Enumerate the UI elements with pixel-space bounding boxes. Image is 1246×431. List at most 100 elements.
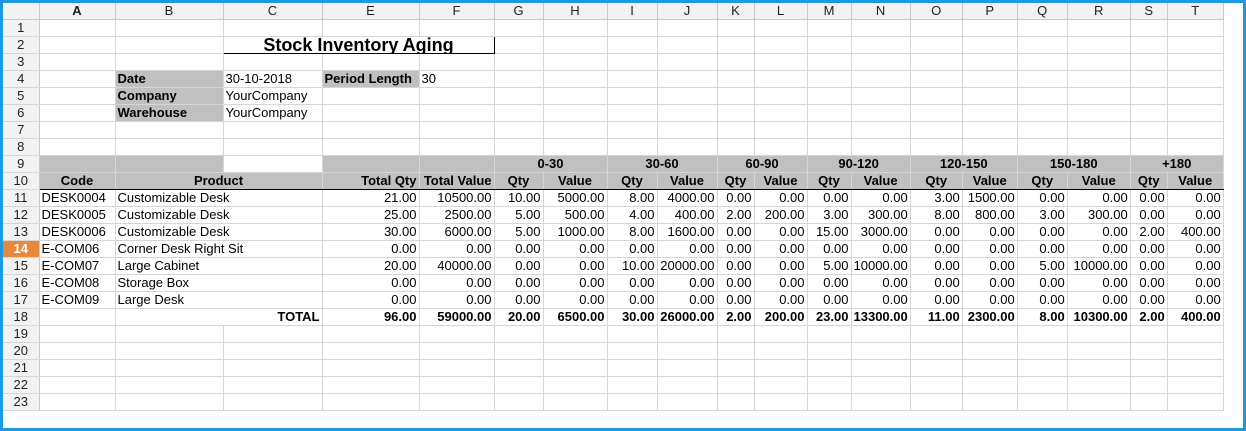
cell[interactable] bbox=[717, 121, 755, 139]
total-bucket-value[interactable]: 2300.00 bbox=[962, 308, 1018, 326]
bucket-qty[interactable]: 0.00 bbox=[1130, 189, 1168, 207]
cell[interactable] bbox=[39, 19, 116, 37]
header-qty[interactable]: Qty bbox=[1016, 172, 1068, 190]
cell[interactable] bbox=[494, 325, 544, 343]
cell[interactable] bbox=[717, 393, 755, 411]
cell[interactable] bbox=[1067, 53, 1131, 71]
cell[interactable] bbox=[962, 87, 1018, 105]
bucket-value[interactable]: 0.00 bbox=[1167, 189, 1224, 207]
cell[interactable] bbox=[115, 19, 224, 37]
cell[interactable] bbox=[115, 53, 224, 71]
cell[interactable] bbox=[223, 325, 323, 343]
bucket-qty[interactable]: 0.00 bbox=[717, 223, 755, 241]
header-product[interactable]: Product bbox=[115, 172, 323, 190]
cell[interactable] bbox=[543, 36, 608, 54]
cell[interactable] bbox=[39, 376, 116, 394]
cell[interactable] bbox=[543, 87, 608, 105]
cell[interactable] bbox=[607, 342, 658, 360]
cell[interactable] bbox=[543, 359, 608, 377]
cell[interactable] bbox=[910, 138, 963, 156]
bucket-qty[interactable]: 5.00 bbox=[1017, 257, 1068, 275]
row-header-9[interactable]: 9 bbox=[3, 155, 40, 173]
cell[interactable] bbox=[115, 325, 224, 343]
cell[interactable] bbox=[962, 393, 1018, 411]
item-code[interactable]: E-COM07 bbox=[39, 257, 116, 275]
cell[interactable] bbox=[322, 359, 420, 377]
cell[interactable] bbox=[543, 138, 608, 156]
bucket-qty[interactable]: 0.00 bbox=[1017, 189, 1068, 207]
item-total-qty[interactable]: 0.00 bbox=[322, 291, 420, 309]
row-header-8[interactable]: 8 bbox=[3, 138, 40, 156]
cell[interactable] bbox=[1067, 87, 1131, 105]
cell[interactable] bbox=[322, 325, 420, 343]
cell[interactable] bbox=[39, 53, 116, 71]
row-header-13[interactable]: 13 bbox=[3, 223, 40, 241]
row-header-1[interactable]: 1 bbox=[3, 19, 40, 37]
cell[interactable] bbox=[717, 19, 755, 37]
bucket-value[interactable]: 800.00 bbox=[962, 206, 1018, 224]
cell[interactable] bbox=[1130, 393, 1168, 411]
cell[interactable] bbox=[807, 19, 852, 37]
cell[interactable] bbox=[1130, 36, 1168, 54]
cell[interactable] bbox=[754, 19, 808, 37]
bucket-qty[interactable]: 5.00 bbox=[807, 257, 852, 275]
cell[interactable] bbox=[910, 70, 963, 88]
cell[interactable] bbox=[754, 87, 808, 105]
corner-select-all[interactable] bbox=[3, 3, 40, 20]
header-qty[interactable]: Qty bbox=[606, 172, 658, 190]
cell[interactable] bbox=[322, 53, 420, 71]
item-total-value[interactable]: 0.00 bbox=[419, 240, 495, 258]
bucket-value[interactable]: 1000.00 bbox=[543, 223, 608, 241]
cell[interactable] bbox=[807, 359, 852, 377]
total-value[interactable]: 59000.00 bbox=[419, 308, 495, 326]
header-qty[interactable]: Qty bbox=[1129, 172, 1168, 190]
column-header-c[interactable]: C bbox=[223, 3, 323, 20]
header-code-top[interactable] bbox=[39, 155, 116, 173]
bucket-qty[interactable]: 0.00 bbox=[910, 274, 963, 292]
cell[interactable] bbox=[494, 359, 544, 377]
bucket-value[interactable]: 0.00 bbox=[1167, 240, 1224, 258]
cell[interactable] bbox=[322, 104, 420, 122]
cell[interactable] bbox=[223, 53, 323, 71]
total-bucket-qty[interactable]: 20.00 bbox=[494, 308, 544, 326]
bucket-qty[interactable]: 5.00 bbox=[494, 223, 544, 241]
header-qty[interactable]: Qty bbox=[493, 172, 544, 190]
bucket-qty[interactable]: 2.00 bbox=[1130, 223, 1168, 241]
cell[interactable] bbox=[1017, 359, 1068, 377]
bucket-qty[interactable]: 0.00 bbox=[1130, 240, 1168, 258]
item-product[interactable]: Customizable Desk bbox=[115, 223, 323, 241]
cell[interactable] bbox=[851, 104, 911, 122]
item-product[interactable]: Customizable Desk bbox=[115, 189, 323, 207]
cell[interactable] bbox=[1067, 19, 1131, 37]
bucket-qty[interactable]: 3.00 bbox=[807, 206, 852, 224]
total-bucket-value[interactable]: 10300.00 bbox=[1067, 308, 1131, 326]
cell[interactable] bbox=[1130, 121, 1168, 139]
period-length-label[interactable]: Period Length bbox=[322, 70, 420, 88]
item-product[interactable]: Customizable Desk bbox=[115, 206, 323, 224]
cell[interactable] bbox=[543, 121, 608, 139]
header-total-value[interactable]: Total Value bbox=[419, 172, 495, 190]
cell[interactable] bbox=[851, 19, 911, 37]
header-value[interactable]: Value bbox=[851, 172, 911, 190]
total-bucket-value[interactable]: 200.00 bbox=[754, 308, 808, 326]
cell[interactable] bbox=[1130, 19, 1168, 37]
cell[interactable] bbox=[494, 87, 544, 105]
cell[interactable] bbox=[543, 325, 608, 343]
bucket-value[interactable]: 0.00 bbox=[657, 240, 718, 258]
cell[interactable] bbox=[1067, 138, 1131, 156]
cell[interactable] bbox=[1167, 376, 1224, 394]
cell[interactable] bbox=[322, 376, 420, 394]
cell[interactable] bbox=[910, 36, 963, 54]
cell[interactable] bbox=[607, 70, 658, 88]
cell[interactable] bbox=[1167, 393, 1224, 411]
cell[interactable] bbox=[419, 342, 495, 360]
item-code[interactable]: DESK0005 bbox=[39, 206, 116, 224]
row-header-16[interactable]: 16 bbox=[3, 274, 40, 292]
bucket-value[interactable]: 0.00 bbox=[851, 240, 911, 258]
cell[interactable] bbox=[607, 376, 658, 394]
bucket-qty[interactable]: 8.00 bbox=[910, 206, 963, 224]
cell[interactable] bbox=[223, 19, 323, 37]
cell[interactable] bbox=[1130, 359, 1168, 377]
bucket-qty[interactable]: 0.00 bbox=[807, 240, 852, 258]
row-header-17[interactable]: 17 bbox=[3, 291, 40, 309]
